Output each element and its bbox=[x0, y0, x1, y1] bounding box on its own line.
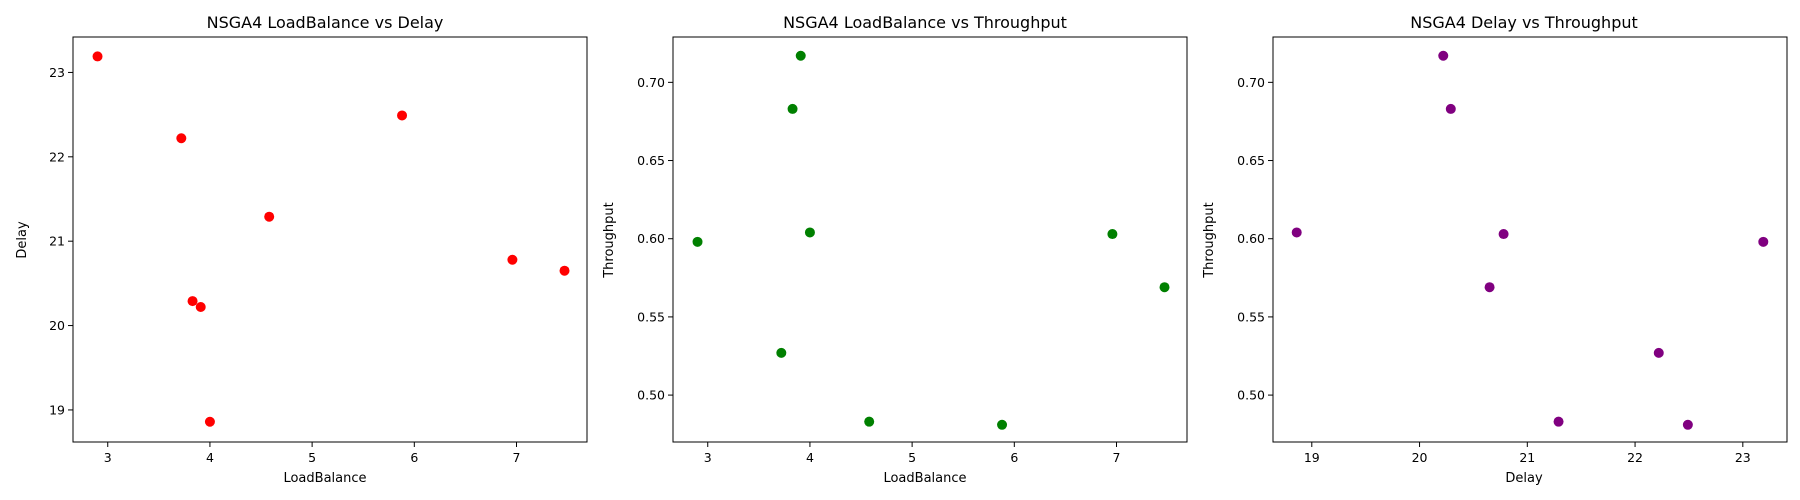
x-axis-label: LoadBalance bbox=[283, 471, 366, 486]
y-tick-label: 0.70 bbox=[1237, 75, 1265, 90]
data-point bbox=[264, 211, 275, 222]
data-point bbox=[1438, 50, 1449, 61]
y-tick-label: 0.50 bbox=[637, 388, 665, 403]
y-tick-label: 19 bbox=[49, 402, 65, 417]
y-tick-label: 0.55 bbox=[637, 309, 665, 324]
x-tick-label: 4 bbox=[206, 450, 214, 465]
data-point bbox=[187, 296, 198, 307]
data-point bbox=[1291, 227, 1302, 238]
y-tick-label: 0.65 bbox=[1237, 153, 1265, 168]
x-tick-label: 6 bbox=[1010, 450, 1018, 465]
data-point bbox=[804, 227, 815, 238]
y-tick-label: 23 bbox=[49, 65, 65, 80]
y-tick-label: 0.50 bbox=[1237, 388, 1265, 403]
x-tick-label: 6 bbox=[410, 450, 418, 465]
data-point bbox=[997, 419, 1008, 430]
data-point bbox=[1159, 282, 1170, 293]
x-tick-label: 3 bbox=[704, 450, 712, 465]
subplot-delay-vs-throughput: NSGA4 Delay vs Throughput Delay Throughp… bbox=[1202, 13, 1788, 486]
y-tick-label: 20 bbox=[49, 318, 65, 333]
x-tick-label: 7 bbox=[1113, 450, 1121, 465]
chart-title: NSGA4 Delay vs Throughput bbox=[1410, 13, 1638, 32]
y-tick-label: 0.70 bbox=[637, 75, 665, 90]
chart-title: NSGA4 LoadBalance vs Throughput bbox=[783, 13, 1067, 32]
y-tick-label: 0.60 bbox=[1237, 231, 1265, 246]
data-point bbox=[1653, 347, 1664, 358]
y-tick-label: 22 bbox=[49, 149, 65, 164]
data-point bbox=[1682, 419, 1693, 430]
x-tick-label: 5 bbox=[908, 450, 916, 465]
data-point bbox=[1758, 236, 1769, 247]
data-point bbox=[1484, 282, 1495, 293]
data-point bbox=[1498, 229, 1509, 240]
data-point bbox=[176, 133, 187, 144]
y-axis-label: Throughput bbox=[602, 202, 617, 279]
data-point bbox=[1445, 103, 1456, 114]
y-tick-label: 0.65 bbox=[637, 153, 665, 168]
data-point bbox=[559, 265, 570, 276]
data-point bbox=[195, 302, 206, 312]
x-tick-label: 7 bbox=[513, 450, 521, 465]
data-point bbox=[787, 103, 798, 114]
y-axis-label: Delay bbox=[15, 221, 30, 259]
y-tick-label: 21 bbox=[49, 234, 65, 249]
x-tick-label: 4 bbox=[806, 450, 814, 465]
x-tick-label: 20 bbox=[1412, 450, 1428, 465]
plot-frame bbox=[672, 36, 1188, 443]
subplot-loadbalance-vs-delay: NSGA4 LoadBalance vs Delay LoadBalance D… bbox=[15, 13, 588, 486]
chart-title: NSGA4 LoadBalance vs Delay bbox=[207, 13, 444, 32]
data-point bbox=[776, 347, 787, 358]
y-tick-label: 0.60 bbox=[637, 231, 665, 246]
data-point bbox=[692, 236, 703, 247]
y-axis-label: Throughput bbox=[1202, 202, 1217, 279]
x-tick-label: 21 bbox=[1519, 450, 1535, 465]
x-axis-label: Delay bbox=[1505, 471, 1543, 486]
plot-frame bbox=[1272, 36, 1788, 443]
plot-frame bbox=[72, 36, 588, 443]
data-point bbox=[507, 254, 518, 265]
x-tick-label: 19 bbox=[1304, 450, 1320, 465]
y-tick-label: 0.55 bbox=[1237, 309, 1265, 324]
data-point bbox=[1107, 229, 1118, 240]
data-point bbox=[1553, 416, 1564, 427]
data-point bbox=[864, 416, 875, 427]
x-tick-label: 23 bbox=[1735, 450, 1751, 465]
subplot-loadbalance-vs-throughput: NSGA4 LoadBalance vs Throughput LoadBala… bbox=[602, 13, 1188, 486]
data-point bbox=[397, 110, 408, 121]
x-tick-label: 3 bbox=[104, 450, 112, 465]
data-point bbox=[204, 416, 215, 427]
data-point bbox=[795, 50, 806, 61]
x-tick-label: 5 bbox=[308, 450, 316, 465]
data-point bbox=[92, 51, 103, 62]
x-tick-label: 22 bbox=[1627, 450, 1643, 465]
x-axis-label: LoadBalance bbox=[883, 471, 966, 486]
